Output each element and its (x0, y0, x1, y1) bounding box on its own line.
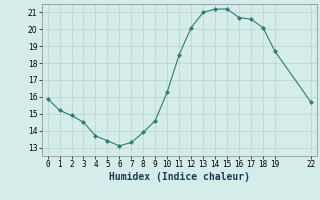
X-axis label: Humidex (Indice chaleur): Humidex (Indice chaleur) (109, 172, 250, 182)
